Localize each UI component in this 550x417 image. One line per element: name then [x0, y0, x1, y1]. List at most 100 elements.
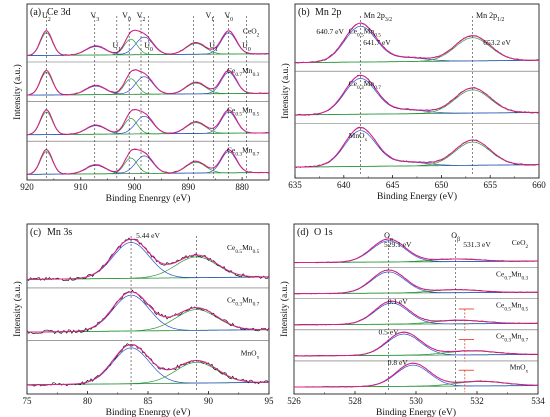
- annotation: 641.7 eV: [363, 38, 391, 47]
- peak-label: U1: [112, 41, 121, 53]
- fit-envelope: [294, 331, 539, 357]
- annotation: 531.3 eV: [463, 240, 491, 249]
- fit-component: [27, 256, 269, 280]
- fit-envelope: [295, 74, 539, 116]
- x-axis-label: Binding Energy (eV): [377, 191, 457, 202]
- annotation: 0.1 eV: [388, 297, 409, 306]
- y-axis-label: Intensity (a.u.): [12, 281, 23, 337]
- fit-envelope: [26, 109, 269, 136]
- trace-label: Ce0.3Mn0.7: [349, 79, 382, 91]
- x-tick-label: 90: [204, 396, 214, 406]
- trace-label: MnOx: [510, 363, 529, 375]
- x-tick-label: 645: [386, 180, 400, 190]
- x-tick-label: 75: [23, 396, 33, 406]
- x-tick-label: 890: [182, 182, 196, 192]
- fit-envelope: [294, 300, 538, 326]
- x-tick-label: 640: [337, 180, 351, 190]
- trace-label: Ce0.7Mn0.3: [496, 269, 529, 281]
- panel-title: Ce 3d: [47, 7, 71, 18]
- x-tick-label: 532: [470, 396, 484, 406]
- panel-title: Mn 3s: [47, 227, 72, 238]
- panel-label: (d): [297, 227, 309, 238]
- trace-label: Ce0.3Mn0.7: [227, 296, 260, 308]
- fit-component: [295, 141, 539, 168]
- panel-d: (d) O 1s CeO2 Ce0.7Mn0.3 Ce0.5Mn0.5 Ce0.3Mn0.…: [279, 223, 545, 417]
- trace-label: Ce0.5Mn0.5: [227, 106, 260, 118]
- peak-label: U2: [42, 11, 51, 23]
- fit-component: [295, 89, 539, 116]
- fit-envelope: [294, 269, 538, 295]
- fit-component: [294, 364, 538, 388]
- fit-component: [27, 309, 269, 333]
- trace-label: Ce0.7Mn0.3: [227, 66, 260, 78]
- x-tick-label: 526: [287, 396, 301, 406]
- trace-label: Ce0.3Mn0.7: [227, 145, 260, 157]
- annotation: 653.2 eV: [483, 38, 511, 47]
- x-axis-label: Binding Enenrgy (eV): [106, 407, 191, 417]
- x-tick-label: 635: [288, 180, 302, 190]
- x-tick-label: 910: [74, 182, 88, 192]
- peak-label: U1: [209, 41, 218, 53]
- raw-spectrum: [293, 362, 539, 388]
- peak-label: V0: [224, 11, 233, 23]
- panel-c: (c) Mn 3s Ce0.5Mn0.5 Ce0.3Mn0.7 MnOx 5.44 eV 7…: [12, 223, 275, 417]
- trace-label: CeO2: [512, 238, 529, 250]
- peak-label: U0: [242, 41, 251, 53]
- fit-envelope: [26, 69, 269, 96]
- peak-label: V3: [90, 11, 99, 23]
- fit-envelope: [295, 22, 539, 64]
- peak-label: Oβ: [451, 231, 460, 243]
- x-tick-label: 660: [532, 180, 546, 190]
- annotation: 640.7 eV: [316, 27, 344, 36]
- x-tick-label: 880: [235, 182, 249, 192]
- panel-a: (a) Ce 3d CeO2 Ce0.7Mn0.3 Ce0.5Mn0.5 Ce0.3Mn0…: [12, 3, 270, 204]
- x-tick-label: 530: [409, 396, 423, 406]
- x-tick-label: 900: [128, 182, 142, 192]
- panel-title: Mn 2p: [315, 7, 341, 18]
- x-axis-label: Binding Enenrgy (eV): [106, 193, 191, 204]
- fit-component: [27, 347, 269, 386]
- fit-component: [294, 240, 538, 263]
- fit-envelope: [294, 238, 538, 264]
- trace-label: Ce0.5Mn0.5: [349, 27, 382, 39]
- fit-envelope: [27, 344, 269, 386]
- annotation: 529.1 eV: [384, 240, 412, 249]
- trace-label: Ce0.5Mn0.5: [496, 300, 529, 312]
- x-tick-label: 650: [435, 180, 449, 190]
- peak-label: Oα: [384, 231, 393, 243]
- trace-label: MnOx: [349, 131, 368, 143]
- fit-envelope: [27, 238, 269, 280]
- raw-spectrum: [26, 237, 270, 281]
- fit-component: [27, 361, 269, 386]
- raw-spectrum: [293, 238, 539, 264]
- peak-label: V1: [206, 11, 215, 23]
- trace-label: MnOx: [241, 348, 260, 360]
- panel-b: (b) Mn 2p Ce0.5Mn0.5 Ce0.3Mn0.7 MnOx Mn 2p3/2…: [280, 3, 546, 202]
- raw-spectrum: [26, 343, 270, 387]
- trace-label: Ce0.5Mn0.5: [227, 243, 260, 255]
- peak-label: Mn 2p1/2: [476, 11, 505, 23]
- plot-frame: [26, 3, 270, 181]
- annotation: 5.44 eV: [136, 231, 160, 240]
- x-tick-label: 534: [531, 396, 545, 406]
- x-axis-label: Binding Energy (eV): [376, 407, 456, 417]
- y-axis-label: Intensity (a.u.): [280, 63, 291, 119]
- peak-label: Mn 2p3/2: [364, 11, 393, 23]
- fit-envelope: [295, 126, 539, 168]
- fit-envelope: [27, 291, 269, 333]
- x-tick-label: 95: [265, 396, 275, 406]
- annotation: 0.5 eV: [379, 328, 400, 337]
- panel-label: (c): [30, 227, 41, 238]
- y-axis-label: Intensity (a.u.): [279, 281, 290, 337]
- x-tick-label: 528: [348, 396, 362, 406]
- fit-envelope: [294, 362, 539, 388]
- peak-label: V0: [122, 11, 131, 23]
- fit-envelope: [26, 29, 269, 56]
- panel-title: O 1s: [314, 227, 333, 238]
- x-tick-label: 920: [20, 182, 34, 192]
- x-tick-label: 85: [144, 396, 154, 406]
- peak-label: V2: [137, 11, 146, 23]
- y-axis-label: Intensity (a.u.): [12, 64, 23, 120]
- x-tick-label: 655: [483, 180, 497, 190]
